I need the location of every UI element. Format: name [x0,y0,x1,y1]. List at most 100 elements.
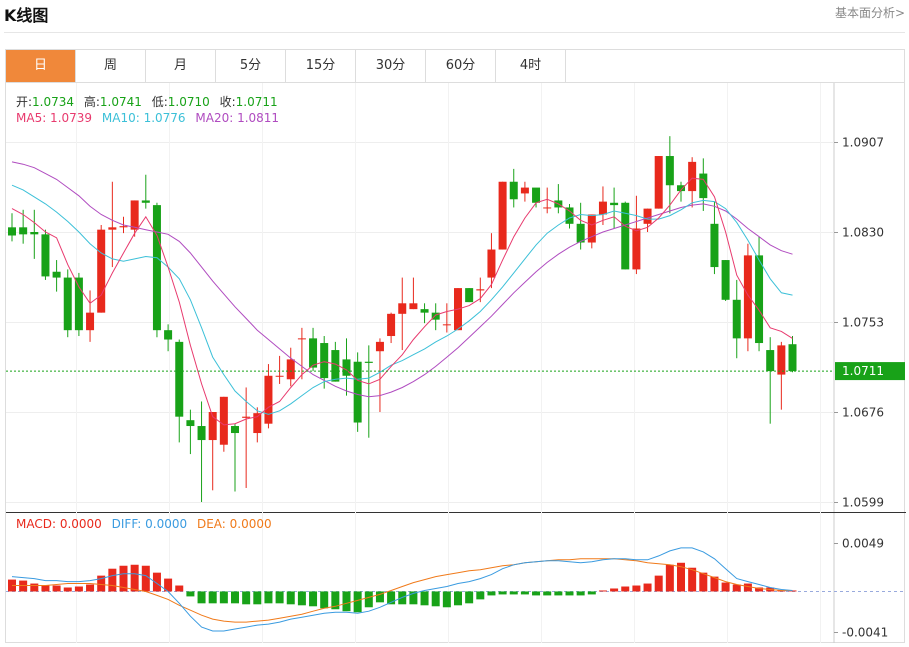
macd-bar-positive [632,585,641,592]
candle-down [309,338,318,368]
candle-up [476,289,485,291]
fundamental-analysis-link[interactable]: 基本面分析> [834,6,905,20]
candle-down [509,181,518,200]
macd-bar-negative [487,591,496,596]
macd-tick-label: 0.0049 [842,537,884,551]
candle-down [342,359,351,376]
candle-up [643,208,652,224]
macd-bar-negative [442,591,451,608]
macd-bar-negative [242,591,251,605]
macd-bar-positive [41,585,50,592]
macd-legend: MACD: 0.0000 DIFF: 0.0000 DEA: 0.0000 [16,517,278,531]
macd-bar-negative [520,591,529,595]
candle-up [498,181,507,250]
candle-up [398,303,407,314]
macd-bar-negative [331,591,340,610]
ma-legend: MA5: 1.0739 MA10: 1.0776 MA20: 1.0811 [16,111,285,125]
macd-bar-positive [654,575,663,592]
close-value: 1.0711 [235,95,278,109]
macd-bar-negative [208,591,217,604]
tab-week[interactable]: 周 [76,50,146,82]
candle-down [8,227,16,236]
candle-down [755,255,764,344]
candle-down [766,350,775,372]
candle-down [364,361,373,363]
candle-up [743,255,752,339]
diff-legend-value: DIFF: 0.0000 [111,517,188,531]
tab-60min[interactable]: 60分 [426,50,496,82]
candle-up [108,227,117,230]
candle-down [665,156,674,186]
candle-up [387,313,396,337]
macd-bar-negative [320,591,329,609]
candle-up [632,228,641,270]
macd-bar-positive [97,575,106,592]
kline-chart-svg[interactable]: 1.0907 1.0830 1.0753 1.0676 1.0599 0.0049 -0.0… [6,83,906,643]
candle-up [119,226,128,228]
macd-bar-positive [19,580,28,592]
macd-bar-negative [264,591,273,604]
macd-bar-negative [565,591,574,596]
candle-up [130,200,139,230]
ma10-line [11,184,793,415]
candle-down [621,202,630,270]
macd-bar-negative [387,591,396,605]
tab-4hour[interactable]: 4时 [496,50,566,82]
candle-up [275,375,284,377]
macd-bar-negative [342,591,351,612]
open-label: 开: [16,95,33,109]
macd-bar-positive [52,585,61,592]
candle-up [587,214,596,243]
candle-up [208,412,217,441]
macd-bar-positive [710,576,719,592]
tab-30min[interactable]: 30分 [356,50,426,82]
macd-bar-positive [74,586,83,592]
dea-line [12,558,793,623]
macd-bar-positive [141,565,150,592]
macd-bar-negative [353,591,362,613]
candle-down [74,277,83,331]
macd-bar-negative [498,591,507,595]
candle-down [152,205,161,331]
macd-bar-negative [275,591,284,604]
tab-5min[interactable]: 5分 [216,50,286,82]
macd-bar-positive [119,565,128,592]
macd-bar-negative [364,591,373,608]
macd-bar-positive [699,572,708,592]
macd-bar-positive [30,583,39,592]
candle-up [97,229,106,313]
price-tick-label: 1.0907 [842,136,884,150]
open-value: 1.0734 [32,95,75,109]
candle-down [721,260,730,300]
last-price-badge [835,362,905,381]
macd-bar-negative [297,591,306,606]
candle-up [286,359,295,380]
macd-bar-negative [409,591,418,605]
tab-15min[interactable]: 15分 [286,50,356,82]
price-tick-label: 1.0830 [842,226,884,240]
macd-bar-negative [309,591,318,607]
macd-bar-negative [286,591,295,605]
candle-down [699,173,708,199]
candle-up [297,338,306,340]
low-value: 1.0710 [167,95,210,109]
candle-down [141,200,150,203]
high-label: 高: [83,95,100,109]
candle-up [598,201,607,215]
chart-area[interactable]: 1.0907 1.0830 1.0753 1.0676 1.0599 0.0049 -0.0… [5,83,906,643]
macd-bar-negative [219,591,228,604]
candle-down [532,187,541,203]
macd-bar-negative [576,591,585,596]
close-label: 收: [219,95,236,109]
page-title: K线图 [4,6,49,25]
dea-legend-value: DEA: 0.0000 [196,517,272,531]
candle-down [331,350,340,382]
candle-up [654,156,663,209]
candle-up [688,161,697,192]
macd-bar-positive [743,583,752,592]
high-value: 1.0741 [99,95,142,109]
tab-day[interactable]: 日 [6,50,76,82]
candle-down [231,426,239,434]
tab-month[interactable]: 月 [146,50,216,82]
macd-bar-positive [598,590,607,592]
